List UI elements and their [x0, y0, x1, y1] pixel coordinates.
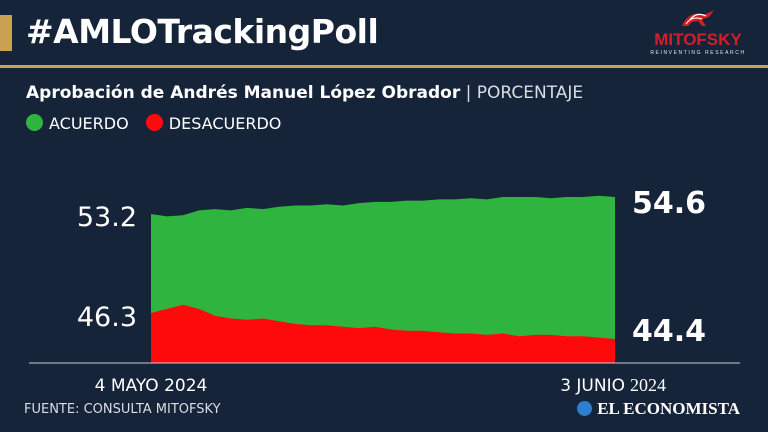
logo-wordmark: MITOFSKY	[654, 30, 742, 49]
running-horses-logo-icon	[682, 10, 714, 26]
data-label-acuerdo-start: 53.2	[77, 202, 137, 233]
chart-legend: ACUERDO DESACUERDO	[26, 113, 293, 135]
subtitle-main: Aprobación de Andrés Manuel López Obrado…	[26, 83, 461, 103]
logo-tagline: REINVENTING RESEARCH	[650, 50, 746, 56]
source-note: FUENTE: CONSULTA MITOFSKY	[24, 402, 221, 417]
legend-label-desacuerdo: DESACUERDO	[168, 114, 282, 133]
header-accent-bar	[0, 15, 12, 51]
page-title: #AMLOTrackingPoll	[26, 12, 379, 51]
legend-item-desacuerdo: DESACUERDO	[145, 113, 282, 135]
data-label-acuerdo-end: 54.6	[632, 186, 706, 221]
x-tick-label-end-main: 3 JUNIO	[560, 376, 625, 396]
area-series-desacuerdo	[151, 304, 615, 363]
x-tick-label-end-year: 2024	[630, 375, 666, 395]
legend-label-acuerdo: ACUERDO	[49, 114, 129, 133]
data-label-desacuerdo-start: 46.3	[77, 302, 137, 333]
mitofsky-logo: MITOFSKY REINVENTING RESEARCH	[648, 8, 748, 58]
brand-label: EL ECONOMISTA	[597, 399, 740, 418]
legend-swatch-acuerdo	[26, 114, 43, 131]
legend-item-acuerdo: ACUERDO	[26, 113, 129, 135]
el-economista-logo-icon	[577, 401, 593, 416]
subtitle-separator: |	[465, 83, 472, 103]
chart-subtitle: Aprobación de Andrés Manuel López Obrado…	[26, 81, 583, 105]
el-economista-brand: EL ECONOMISTA	[577, 399, 740, 419]
legend-swatch-desacuerdo	[145, 114, 163, 131]
x-tick-label-end: 3 JUNIO	[560, 376, 625, 396]
subtitle-unit: PORCENTAJE	[476, 83, 584, 103]
data-label-desacuerdo-end: 44.4	[632, 314, 706, 349]
x-tick-label-start: 4 MAYO 2024	[95, 376, 208, 396]
header-divider	[0, 65, 768, 68]
